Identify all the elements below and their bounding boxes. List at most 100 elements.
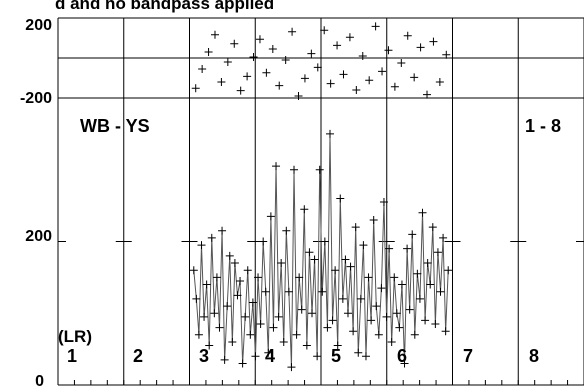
amplitude-point xyxy=(241,312,250,321)
channel-label: 8 xyxy=(529,346,539,366)
phase-point xyxy=(326,79,335,88)
phase-point xyxy=(410,73,419,82)
amplitude-point xyxy=(361,352,370,361)
amplitude-point xyxy=(374,330,383,339)
amplitude-point xyxy=(444,266,453,275)
amplitude-point xyxy=(359,241,368,250)
amplitude-point xyxy=(431,320,440,329)
amplitude-point xyxy=(328,316,337,325)
amplitude-point xyxy=(243,266,252,275)
amplitude-point xyxy=(238,359,247,368)
phase-point xyxy=(230,39,239,48)
amplitude-point xyxy=(333,341,342,350)
amplitude-point xyxy=(349,327,358,336)
phase-point xyxy=(300,74,309,83)
phase-point xyxy=(378,67,387,76)
amplitude-point xyxy=(297,305,306,314)
amplitude-point xyxy=(261,287,270,296)
phase-point xyxy=(198,65,207,73)
phase-point xyxy=(320,26,329,35)
phase-y-tick-label: -200 xyxy=(20,90,52,107)
phase-point xyxy=(352,86,361,94)
phase-point xyxy=(243,72,252,81)
amplitude-trace xyxy=(189,129,453,372)
phase-point xyxy=(262,68,271,77)
amplitude-point xyxy=(308,309,317,318)
amplitude-point xyxy=(397,280,406,289)
phase-point xyxy=(384,46,393,55)
phase-point xyxy=(294,92,303,100)
channel-label: 6 xyxy=(397,346,407,366)
amplitude-point xyxy=(197,241,206,250)
amplitude-point xyxy=(323,323,332,332)
amplitude-point xyxy=(385,244,394,253)
phase-point xyxy=(204,48,213,56)
amplitude-point xyxy=(318,287,327,296)
phase-point xyxy=(288,27,297,36)
amplitude-point xyxy=(251,352,260,361)
phase-point xyxy=(217,78,226,86)
amplitude-point xyxy=(336,194,345,203)
amplitude-point xyxy=(223,302,232,311)
amplitude-point xyxy=(428,223,437,232)
amplitude-point xyxy=(415,294,424,303)
channel-label: 2 xyxy=(133,346,143,366)
phase-point xyxy=(397,59,406,67)
amplitude-point xyxy=(225,251,234,260)
title-fragment: d and no bandpass applied xyxy=(55,0,274,13)
phase-point xyxy=(339,70,348,79)
amplitude-point xyxy=(205,341,214,350)
amplitude-point xyxy=(290,165,299,174)
amp-y-tick-label: 0 xyxy=(35,373,44,386)
channel-label: 5 xyxy=(331,346,341,366)
amplitude-point xyxy=(367,316,376,325)
amplitude-point xyxy=(256,320,265,329)
amplitude-point xyxy=(189,266,198,275)
phase-point xyxy=(371,22,380,31)
amplitude-point xyxy=(351,223,360,232)
amplitude-point xyxy=(282,226,291,235)
amplitude-point xyxy=(405,305,414,314)
phase-point xyxy=(345,33,354,42)
amplitude-point xyxy=(439,233,448,242)
phase-point xyxy=(435,78,444,86)
phase-point xyxy=(249,53,258,61)
amplitude-point xyxy=(292,330,301,339)
amplitude-point xyxy=(228,337,237,346)
amplitude-point xyxy=(200,312,209,321)
amplitude-point xyxy=(356,294,365,303)
amplitude-point xyxy=(395,323,404,332)
amplitude-point xyxy=(392,309,401,318)
amplitude-point xyxy=(410,330,419,339)
amplitude-point xyxy=(194,330,203,339)
phase-point xyxy=(358,52,367,60)
plot-labels: d and no bandpass applied 200 -200 200 0… xyxy=(20,0,561,386)
amplitude-point xyxy=(413,269,422,278)
amplitude-line xyxy=(193,133,449,368)
amplitude-point xyxy=(372,302,381,311)
amplitude-point xyxy=(354,348,363,357)
amplitude-point xyxy=(259,237,268,246)
phase-point xyxy=(307,49,316,58)
phase-point xyxy=(423,90,432,99)
phase-point xyxy=(210,30,219,39)
phase-scatter xyxy=(191,22,451,100)
channel-label: 3 xyxy=(199,346,209,366)
amplitude-point xyxy=(279,337,288,346)
amplitude-point xyxy=(382,312,391,321)
amplitude-point xyxy=(377,284,386,293)
amplitude-point xyxy=(233,291,242,300)
amplitude-point xyxy=(248,298,257,307)
amplitude-point xyxy=(346,262,355,271)
phase-point xyxy=(281,56,290,64)
channel-range-label: 1 - 8 xyxy=(525,116,561,136)
amplitude-point xyxy=(341,255,350,264)
amplitude-point xyxy=(300,205,309,214)
baseline-label: WB - YS xyxy=(80,116,150,136)
panel-frames xyxy=(57,17,584,386)
amplitude-point xyxy=(236,276,245,285)
amplitude-point xyxy=(230,259,239,268)
amplitude-point xyxy=(218,226,227,235)
amplitude-point xyxy=(207,233,216,242)
amplitude-point xyxy=(287,363,296,372)
